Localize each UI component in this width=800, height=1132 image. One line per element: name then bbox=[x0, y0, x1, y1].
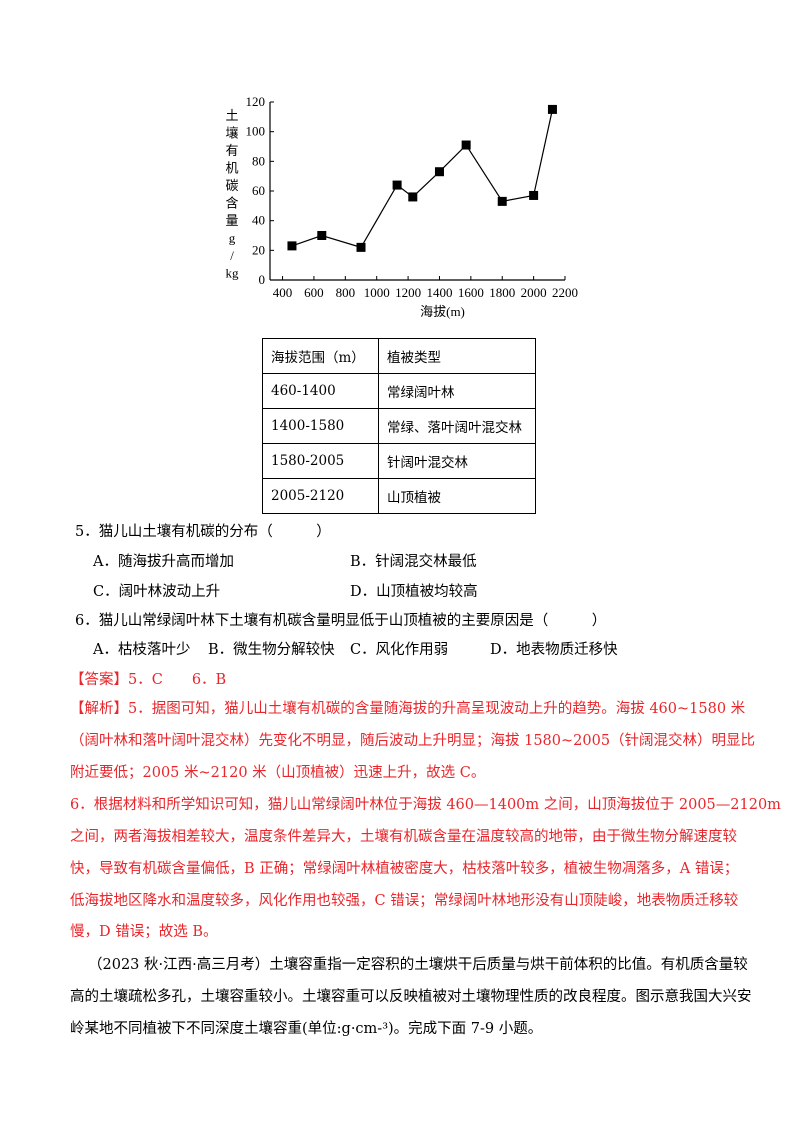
analysis-line: 附近要低；2005 米~2120 米（山顶植被）迅速上升，故选 C。 bbox=[70, 765, 486, 781]
y-axis-label-char: g bbox=[229, 231, 236, 246]
y-axis-label-char: kg bbox=[226, 266, 240, 281]
y-tick-label: 80 bbox=[252, 153, 265, 168]
x-tick-label: 800 bbox=[336, 285, 356, 300]
passage-line: 岭某地不同植被下不同深度土壤容重(单位:g·cm-³)。完成下面 7-9 小题。 bbox=[70, 1021, 543, 1037]
analysis-line: 【解析】5．据图可知，猫儿山土壤有机碳的含量随海拔的升高呈现波动上升的趋势。海拔… bbox=[70, 701, 746, 717]
soil-carbon-line-chart: 0 20 40 60 80 100 120 400 600 800 1000 1200 1400 1600… bbox=[225, 94, 578, 319]
analysis-line: 快，导致有机碳含量偏低，B 正确；常绿阔叶林植被密度大，枯枝落叶较多，植被生物凋… bbox=[70, 861, 739, 877]
q6-option-d: D．地表物质迁移快 bbox=[490, 642, 618, 658]
x-tick-label: 2200 bbox=[552, 285, 578, 300]
q6-option-a: A．枯枝落叶少 bbox=[93, 642, 191, 658]
data-line bbox=[291, 109, 554, 249]
data-point bbox=[547, 104, 557, 114]
y-axis-label-char: 碳 bbox=[225, 178, 238, 193]
table-row: 1580-2005 针阔叶混交林 bbox=[262, 443, 536, 479]
x-tick-label: 1200 bbox=[395, 285, 421, 300]
table-cell: 1580-2005 bbox=[262, 443, 379, 479]
x-tick-label: 2000 bbox=[521, 285, 547, 300]
table-cell: 460-1400 bbox=[262, 373, 379, 409]
q5-option-b: B．针阔混交林最低 bbox=[350, 554, 477, 570]
passage-line: 高的土壤疏松多孔，土壤容重较小。土壤容重可以反映植被对土壤物理性质的改良程度。图… bbox=[70, 989, 752, 1005]
q6-option-b: B．微生物分解较快 bbox=[208, 642, 335, 658]
vegetation-table: 海拔范围（m） 植被类型 460-1400 常绿阔叶林 1400-1580 常绿、落… bbox=[262, 338, 536, 514]
x-tick-label: 1600 bbox=[458, 285, 484, 300]
q5-option-a: A．随海拔升高而增加 bbox=[93, 554, 234, 570]
data-point bbox=[434, 167, 444, 177]
analysis-line: 慢，D 错误；故选 B。 bbox=[70, 924, 218, 940]
table-row: 460-1400 常绿阔叶林 bbox=[262, 373, 536, 409]
y-axis-label-char: 机 bbox=[225, 161, 238, 176]
question-6-stem: 6．猫儿山常绿阔叶林下土壤有机碳含量明显低于山顶植被的主要原因是（ ） bbox=[75, 613, 607, 629]
y-tick-label: 100 bbox=[246, 124, 266, 139]
y-tick-label: 40 bbox=[252, 213, 265, 228]
y-tick-label: 20 bbox=[252, 242, 265, 257]
table-header-row: 海拔范围（m） 植被类型 bbox=[262, 338, 536, 374]
table-header: 植被类型 bbox=[378, 338, 536, 374]
x-tick-label: 1000 bbox=[364, 285, 390, 300]
table-cell: 常绿阔叶林 bbox=[378, 373, 536, 409]
q5-option-c: C．阔叶林波动上升 bbox=[93, 584, 221, 600]
question-5-stem: 5．猫儿山土壤有机碳的分布（ ） bbox=[75, 524, 331, 540]
x-tick-label: 1800 bbox=[489, 285, 515, 300]
table-header: 海拔范围（m） bbox=[262, 338, 379, 374]
q6-option-c: C．风化作用弱 bbox=[350, 642, 449, 658]
table-cell: 针阔叶混交林 bbox=[378, 443, 536, 479]
data-point bbox=[408, 192, 418, 202]
y-axis-label-char: 有 bbox=[225, 143, 238, 158]
data-point bbox=[529, 190, 539, 200]
x-tick-label: 600 bbox=[304, 285, 324, 300]
data-point bbox=[317, 231, 327, 240]
table-cell: 山顶植被 bbox=[378, 478, 536, 514]
table-row: 2005-2120 山顶植被 bbox=[262, 478, 536, 514]
table-cell: 1400-1580 bbox=[262, 408, 379, 444]
data-point bbox=[461, 140, 471, 150]
y-axis-label-char: 量 bbox=[225, 213, 238, 228]
x-axis-label: 海拔(m) bbox=[420, 304, 465, 319]
x-tick-label: 400 bbox=[273, 285, 293, 300]
analysis-line: 低海拔地区降水和温度较多，风化作用也较强，C 错误；常绿阔叶林地形没有山顶陡峻，… bbox=[70, 893, 739, 909]
table-cell: 2005-2120 bbox=[262, 478, 379, 514]
passage-line: （2023 秋·江西·高三月考）土壤容重指一定容积的土壤烘干后质量与烘干前体积的… bbox=[88, 957, 748, 973]
data-point bbox=[392, 180, 402, 190]
x-tick-label: 1400 bbox=[426, 285, 452, 300]
analysis-line: 之间，两者海拔相差较大，温度条件差异大，土壤有机碳含量在温度较高的地带，由于微生… bbox=[70, 829, 737, 845]
q5-option-d: D．山顶植被均较高 bbox=[350, 584, 478, 600]
y-axis-label-char: 壤 bbox=[225, 126, 238, 141]
data-point bbox=[356, 242, 366, 252]
data-point bbox=[497, 196, 507, 206]
y-tick-label: 120 bbox=[246, 94, 266, 109]
y-axis-label-char: 土 bbox=[225, 108, 238, 123]
data-point bbox=[287, 241, 297, 251]
y-tick-label: 0 bbox=[259, 272, 266, 287]
analysis-line: （阔叶林和落叶阔叶混交林）先变化不明显，随后波动上升明显；海拔 1580~200… bbox=[70, 733, 756, 749]
analysis-line: 6．根据材料和所学知识可知，猫儿山常绿阔叶林位于海拔 460—1400m 之间，… bbox=[70, 797, 781, 813]
y-axis-label-char: / bbox=[230, 248, 234, 263]
table-cell: 常绿、落叶阔叶混交林 bbox=[378, 408, 536, 444]
y-axis-label-char: 含 bbox=[225, 196, 238, 211]
y-tick-label: 60 bbox=[252, 183, 265, 198]
answer-line: 【答案】5．C 6．B bbox=[70, 672, 227, 688]
table-row: 1400-1580 常绿、落叶阔叶混交林 bbox=[262, 408, 536, 444]
